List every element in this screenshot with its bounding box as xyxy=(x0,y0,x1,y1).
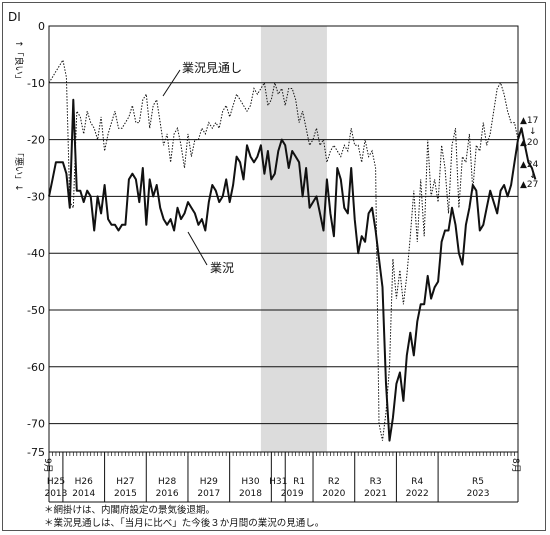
series-business-line xyxy=(48,98,537,442)
note-shading: ＊網掛けは、内閣府設定の景気後退期。 xyxy=(44,504,215,516)
label-outlook: 業況見通し xyxy=(182,60,242,75)
x-era-label: H25 xyxy=(47,477,65,487)
x-end-label: 8月 xyxy=(510,458,521,473)
y-tick-label: -75 xyxy=(27,446,45,459)
y-down-label: 「悪い」↓ xyxy=(13,148,24,192)
x-start-label: 9月 xyxy=(42,458,53,473)
plot-area xyxy=(48,25,519,453)
x-era-label: H26 xyxy=(75,477,93,487)
y-up-label: ↑「良い」 xyxy=(13,40,25,84)
x-year-label: 2022 xyxy=(406,489,429,499)
y-tick-label: -40 xyxy=(27,247,45,260)
y-tick-label: -50 xyxy=(27,304,45,317)
end-label-outlook: ▲17 xyxy=(520,116,538,126)
x-year-label: 2015 xyxy=(114,489,137,499)
x-year-label: 2023 xyxy=(467,489,490,499)
x-era-label: R3 xyxy=(370,477,382,487)
y-axis-title: DI xyxy=(8,10,21,24)
x-year-label: 2018 xyxy=(239,489,262,499)
series-outlook-line xyxy=(48,58,519,441)
x-year-label: 2017 xyxy=(197,489,220,499)
end-label-24: ▲24 xyxy=(520,160,539,170)
chart-frame xyxy=(2,2,546,531)
end-label-business: ▲27 xyxy=(520,180,538,190)
x-era-label: H27 xyxy=(116,477,134,487)
x-year-label: 2016 xyxy=(156,489,179,499)
recession-band xyxy=(260,26,327,452)
y-tick-label: -60 xyxy=(27,361,45,374)
x-era-label: R4 xyxy=(411,477,423,487)
note-outlook: ＊業況見通しは、「当月に比べ」た今後３か月間の業況の見通し。 xyxy=(44,517,324,529)
y-tick-label: 0 xyxy=(38,20,45,33)
x-era-label: R1 xyxy=(293,477,305,487)
leader-outlook xyxy=(162,69,181,97)
x-year-label: 2020 xyxy=(322,489,345,499)
y-tick-label: -20 xyxy=(27,134,45,147)
x-era-label: R2 xyxy=(328,477,340,487)
x-era-label: H29 xyxy=(200,477,218,487)
label-business: 業況 xyxy=(210,260,234,275)
x-year-label: 2019 xyxy=(281,489,304,499)
x-era-label: H30 xyxy=(241,477,259,487)
x-year-label: 2013 xyxy=(44,489,67,499)
y-tick-label: -30 xyxy=(27,190,45,203)
x-year-label: 2021 xyxy=(364,489,387,499)
y-tick-label: -10 xyxy=(27,77,45,90)
x-era-label: H28 xyxy=(158,477,176,487)
x-era-label: R5 xyxy=(472,477,484,487)
x-year-label: 2014 xyxy=(72,489,95,499)
y-tick-label: -70 xyxy=(27,418,45,431)
arrow-17-20: ↓ xyxy=(529,127,537,137)
arrow-24-27: ↓ xyxy=(529,171,537,181)
x-era-label: H31 xyxy=(269,477,287,487)
leader-business xyxy=(187,231,208,266)
end-label-20: ▲20 xyxy=(520,138,539,148)
